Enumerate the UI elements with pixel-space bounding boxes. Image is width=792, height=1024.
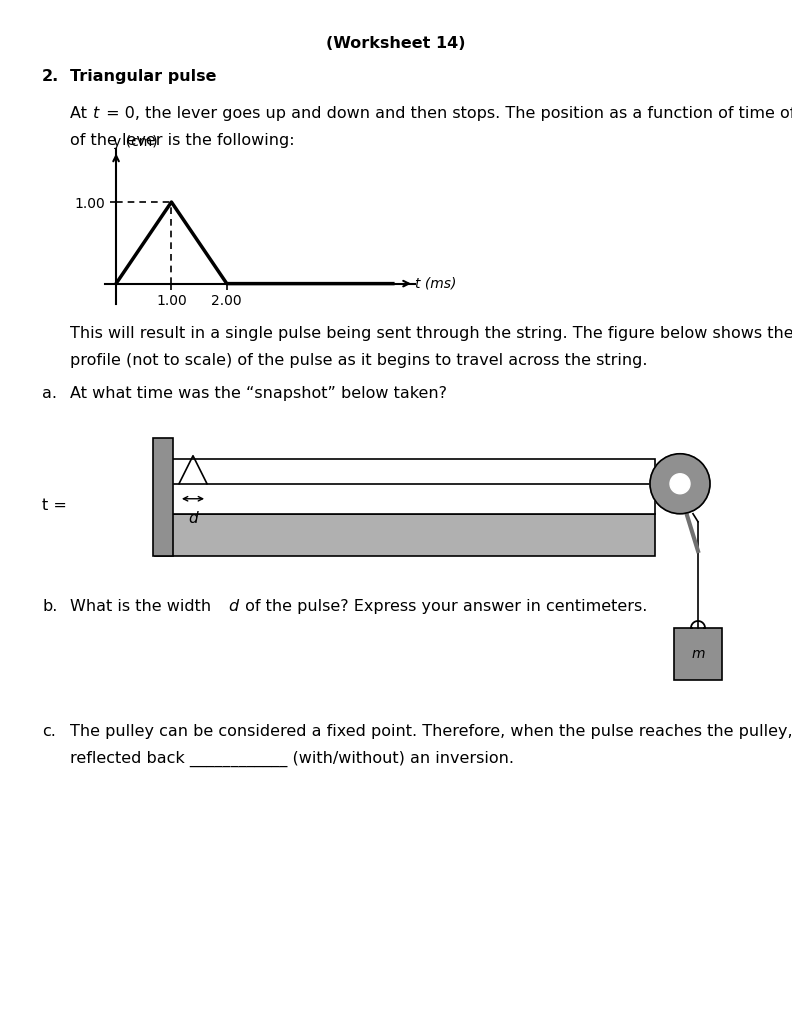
Text: t: t xyxy=(93,106,99,121)
Text: The pulley can be considered a fixed point. Therefore, when the pulse reaches th: The pulley can be considered a fixed poi… xyxy=(70,724,792,739)
Text: a.: a. xyxy=(42,386,57,401)
Text: reflected back ____________ (with/without) an inversion.: reflected back ____________ (with/withou… xyxy=(70,751,514,767)
Text: At what time was the “snapshot” below taken?: At what time was the “snapshot” below ta… xyxy=(70,386,447,401)
Text: 2.: 2. xyxy=(42,69,59,84)
Text: d: d xyxy=(228,599,238,614)
Circle shape xyxy=(650,454,710,514)
Circle shape xyxy=(670,474,690,494)
Bar xyxy=(674,628,722,680)
Text: b.: b. xyxy=(42,599,57,614)
Text: What is the width: What is the width xyxy=(70,599,216,614)
Text: (Worksheet 14): (Worksheet 14) xyxy=(326,36,466,51)
Text: c.: c. xyxy=(42,724,56,739)
Text: of the pulse? Express your answer in centimeters.: of the pulse? Express your answer in cen… xyxy=(240,599,647,614)
Text: profile (not to scale) of the pulse as it begins to travel across the string.: profile (not to scale) of the pulse as i… xyxy=(70,353,648,368)
Bar xyxy=(155,459,655,514)
Text: This will result in a single pulse being sent through the string. The figure bel: This will result in a single pulse being… xyxy=(70,326,792,341)
Text: = 0, the lever goes up and down and then stops. The position as a function of ti: = 0, the lever goes up and down and then… xyxy=(101,106,792,121)
Text: Triangular pulse: Triangular pulse xyxy=(70,69,216,84)
Bar xyxy=(153,438,173,556)
Text: t (ms): t (ms) xyxy=(415,276,456,291)
Text: y (cm): y (cm) xyxy=(113,135,158,150)
Text: of the lever is the following:: of the lever is the following: xyxy=(70,133,295,148)
Bar xyxy=(155,514,655,556)
Text: At: At xyxy=(70,106,92,121)
Text: d: d xyxy=(188,511,198,525)
Text: m: m xyxy=(691,647,705,662)
Text: t =: t = xyxy=(42,499,67,513)
